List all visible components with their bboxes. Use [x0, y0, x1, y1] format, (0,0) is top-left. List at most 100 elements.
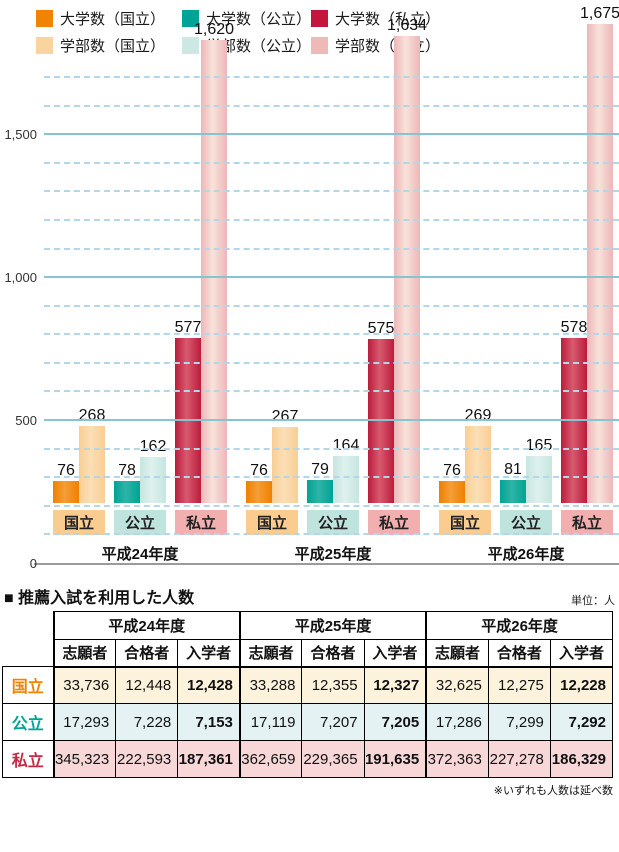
legend-item: 大学数（国立） — [36, 8, 182, 29]
category-badge: 公立 — [114, 510, 166, 535]
sub-header-cell: 入学者 — [549, 639, 614, 668]
bar-group: 76 267 79 164 575 1,634 国立 公立 私立 平成25年度 — [246, 17, 427, 564]
table-cell: 12,448 — [115, 666, 179, 704]
bar-pair: 81 165 — [500, 437, 552, 503]
bar-value-label: 162 — [139, 437, 167, 455]
year-header-cell: 平成26年度 — [425, 611, 614, 640]
gridline — [44, 533, 619, 536]
category-badge: 公立 — [307, 510, 359, 535]
table-cell: 345,323 — [52, 740, 117, 778]
bar-value-label: 81 — [504, 460, 522, 478]
gridline — [44, 133, 619, 136]
table-cell: 12,327 — [363, 666, 427, 704]
bar-value-label: 1,620 — [193, 20, 235, 38]
legend-label: 学部数（国立） — [60, 38, 166, 55]
legend-item: 学部数（国立） — [36, 35, 182, 56]
bar-faculty-私立: 1,675 — [580, 5, 619, 503]
bar-value-label: 268 — [78, 407, 106, 425]
legend-swatch-icon — [182, 37, 199, 54]
table-header-row: ■ 推薦入試を利用した人数 単位：人 — [4, 584, 615, 608]
table-cell: 7,292 — [549, 703, 614, 741]
bar-faculty-国立: 267 — [272, 408, 298, 503]
bar-value-label: 1,675 — [579, 5, 619, 23]
table-row: 公立 17,293 7,228 7,153 17,119 7,207 7,205 17,286… — [1, 703, 614, 741]
table-cell: 33,288 — [238, 666, 303, 704]
table-cell: 372,363 — [425, 740, 489, 778]
bar-faculty-私立: 1,620 — [194, 21, 234, 503]
year-header-cell: 平成25年度 — [238, 611, 427, 640]
sub-header-cell: 合格者 — [115, 639, 179, 668]
gridline — [44, 276, 619, 279]
legend-label: 学部数（公立） — [206, 38, 312, 55]
bar-value-label: 76 — [250, 462, 268, 480]
bar-faculty-国立: 269 — [465, 407, 491, 503]
gridline — [44, 76, 619, 78]
y-tick-label: 500 — [15, 413, 37, 429]
bar-value-label: 267 — [271, 407, 299, 425]
bar-univ-国立: 76 — [439, 462, 465, 503]
bar-faculty-公立: 162 — [140, 438, 166, 503]
sub-header-cell: 志願者 — [238, 639, 303, 668]
sub-header-cell: 入学者 — [177, 639, 241, 668]
y-tick-label: 0 — [29, 556, 37, 571]
bar-pairs: 76 269 81 165 578 1,675 — [439, 5, 619, 503]
gridline — [44, 161, 619, 164]
legend-label: 大学数（私立） — [335, 11, 441, 28]
bar-value-label: 578 — [560, 318, 588, 336]
row-label-私立: 私立 — [1, 740, 55, 778]
bar-value-label: 79 — [311, 461, 329, 479]
bar-group: 76 268 78 162 577 1,620 国立 公立 私立 平成24年度 — [53, 17, 234, 564]
table-title: ■ 推薦入試を利用した人数 — [4, 590, 195, 607]
bar-group: 76 269 81 165 578 1,675 国立 公立 私立平成26年度 — [439, 5, 619, 564]
bar-univ-公立: 79 — [307, 461, 333, 503]
chart-plot-area: 76 268 78 162 577 1,620 国立 公立 私立 平成24年度 76 267 79 164… — [4, 5, 619, 571]
y-tick-label: 1,000 — [4, 270, 37, 286]
legend-swatch-icon — [182, 10, 199, 27]
table-cell: 12,275 — [487, 666, 551, 704]
bar-value-label: 1,634 — [386, 16, 428, 34]
recommendation-table-section: ■ 推薦入試を利用した人数 単位：人 平成24年度 平成25年度 平成26年度 志願者… — [0, 584, 619, 798]
gridline — [44, 447, 619, 450]
sub-header-cell: 入学者 — [363, 639, 427, 668]
table-cell: 187,361 — [177, 740, 241, 778]
table-cell: 227,278 — [487, 740, 551, 778]
gridline — [44, 390, 619, 393]
gridline — [44, 419, 619, 422]
bar-univ-公立: 81 — [500, 461, 526, 503]
row-label-国立: 国立 — [1, 666, 55, 704]
gridline — [44, 333, 619, 336]
category-badges: 国立 公立 私立 — [439, 510, 613, 535]
bar-value-label: 76 — [443, 462, 461, 480]
year-label: 平成26年度 — [487, 546, 565, 563]
bar-value-label: 76 — [57, 462, 75, 480]
table-cell: 7,205 — [363, 703, 427, 741]
row-label-公立: 公立 — [1, 703, 55, 741]
bar-pairs: 76 267 79 164 575 1,634 — [246, 17, 427, 503]
bar-univ-国立: 76 — [53, 462, 79, 503]
bar-faculty-私立: 1,634 — [387, 17, 427, 503]
sub-header-cell: 志願者 — [52, 639, 117, 668]
category-badge: 国立 — [246, 510, 298, 535]
table-cell: 191,635 — [363, 740, 427, 778]
sub-header-cell: 志願者 — [425, 639, 489, 668]
bar-pair: 578 1,675 — [560, 5, 619, 503]
table-cell: 12,355 — [301, 666, 365, 704]
table-cell: 222,593 — [115, 740, 179, 778]
category-badge: 国立 — [439, 510, 491, 535]
table-row: 国立 33,736 12,448 12,428 33,288 12,355 12,327 32… — [1, 666, 614, 704]
table-footnote: ※いずれも人数は延べ数 — [493, 785, 613, 797]
table-cell: 7,299 — [487, 703, 551, 741]
table-corner-cell — [2, 611, 54, 667]
category-badges: 国立 公立 私立 — [53, 510, 227, 535]
table-cell: 7,153 — [177, 703, 241, 741]
legend-item: 大学数（私立） — [311, 8, 619, 29]
bar-pair: 575 1,634 — [368, 17, 427, 503]
table-cell: 186,329 — [549, 740, 614, 778]
year-label: 平成25年度 — [294, 546, 372, 563]
bar-value-label: 577 — [174, 319, 202, 336]
legend-label: 大学数（国立） — [60, 11, 166, 28]
table-cell: 17,293 — [52, 703, 117, 741]
gridline — [44, 504, 619, 507]
bar-value-label: 164 — [332, 437, 360, 455]
y-tick-label: 1,500 — [4, 127, 37, 143]
